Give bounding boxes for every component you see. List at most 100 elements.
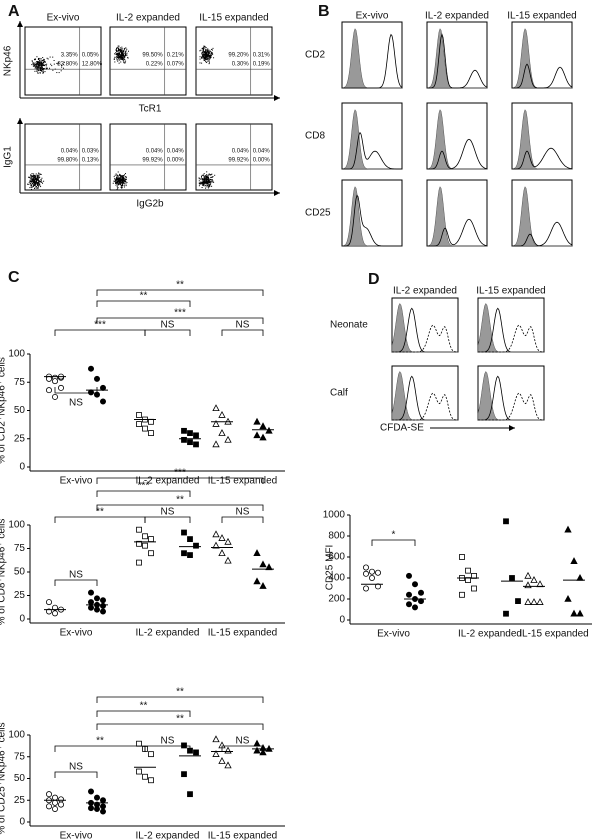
y-tick-label: 25 [14, 795, 26, 806]
event-dot [209, 50, 211, 52]
event-dot [115, 178, 117, 180]
event-dot [124, 179, 126, 181]
stain-histogram [512, 147, 573, 170]
stain-histogram [512, 63, 573, 89]
event-dot [118, 53, 120, 55]
significance-label: ** [176, 280, 184, 291]
event-dot [118, 52, 120, 54]
event-dot [120, 179, 122, 181]
event-dot [204, 47, 206, 49]
event-dot [116, 59, 118, 61]
event-dot [45, 67, 47, 69]
event-dot [114, 179, 116, 181]
event-dot [122, 54, 124, 56]
event-dot [125, 50, 127, 52]
event-dot [206, 181, 208, 183]
significance-label: * [392, 530, 396, 541]
y-tick-label: 75 [14, 377, 26, 388]
event-dot [124, 51, 126, 53]
event-dot [124, 52, 126, 54]
event-dot [202, 175, 204, 177]
event-dot [30, 185, 32, 187]
event-dot [36, 184, 38, 186]
stain-histogram [342, 131, 402, 170]
event-dot [119, 49, 121, 51]
event-dot [115, 179, 117, 181]
event-dot [119, 56, 121, 58]
event-dot [208, 60, 210, 62]
event-dot [32, 63, 34, 65]
data-point [100, 597, 107, 604]
event-dot [209, 181, 211, 183]
event-dot [202, 50, 204, 52]
event-dot [43, 68, 45, 70]
event-dot [122, 180, 124, 182]
event-dot [116, 52, 118, 54]
data-point [253, 577, 261, 585]
event-dot [204, 59, 206, 61]
significance-label: ** [140, 291, 148, 302]
event-dot [121, 185, 123, 187]
event-dot [46, 67, 48, 69]
event-dot [118, 178, 120, 180]
data-point [181, 742, 187, 749]
control-histogram [511, 186, 572, 247]
event-dot [123, 186, 125, 188]
data-point [88, 604, 95, 611]
event-dot [37, 187, 39, 189]
event-dot [119, 49, 121, 51]
event-dot [118, 54, 120, 56]
event-dot [118, 179, 120, 181]
event-dot [35, 174, 37, 176]
event-dot [121, 55, 123, 57]
event-dot [128, 50, 130, 52]
significance-label: NS [236, 320, 250, 331]
data-point [459, 591, 465, 598]
event-dot [33, 173, 35, 175]
event-dot [198, 182, 200, 184]
event-dot [121, 187, 123, 189]
event-dot [119, 181, 121, 183]
data-point [259, 582, 267, 589]
event-dot [120, 54, 122, 56]
event-dot [121, 184, 123, 186]
event-dot [213, 181, 215, 183]
event-dot [38, 173, 40, 175]
event-dot [37, 62, 39, 64]
event-dot [39, 64, 41, 66]
event-dot [206, 171, 208, 173]
event-dot [119, 183, 121, 185]
data-point [88, 788, 95, 795]
data-point [181, 550, 187, 557]
event-dot [200, 49, 202, 51]
event-dot [113, 58, 115, 60]
y-tick-label: 25 [14, 433, 26, 444]
data-point [100, 797, 107, 804]
event-dot [202, 180, 204, 182]
event-dot [207, 181, 209, 183]
x-tick-label: IL-15 expanded [519, 629, 589, 640]
data-point [94, 606, 101, 613]
event-dot [123, 178, 125, 180]
event-dot [36, 68, 38, 70]
event-dot [53, 59, 55, 61]
data-point [187, 536, 193, 542]
panel-label: D [368, 271, 380, 288]
event-dot [49, 67, 51, 69]
event-dot [206, 55, 208, 57]
x-tick-label: Ex-vivo [60, 628, 93, 639]
data-point [218, 534, 226, 541]
event-dot [118, 62, 120, 64]
data-point [362, 585, 369, 592]
event-dot [40, 58, 42, 60]
event-dot [116, 177, 118, 179]
data-point [524, 571, 532, 579]
event-dot [124, 183, 126, 185]
significance-label: *** [138, 481, 150, 492]
event-dot [207, 54, 209, 56]
event-dot [205, 49, 207, 51]
event-dot [203, 184, 205, 186]
event-dot [40, 65, 42, 67]
quadrant-pct: 0.13% [82, 157, 100, 163]
data-point [187, 439, 193, 446]
